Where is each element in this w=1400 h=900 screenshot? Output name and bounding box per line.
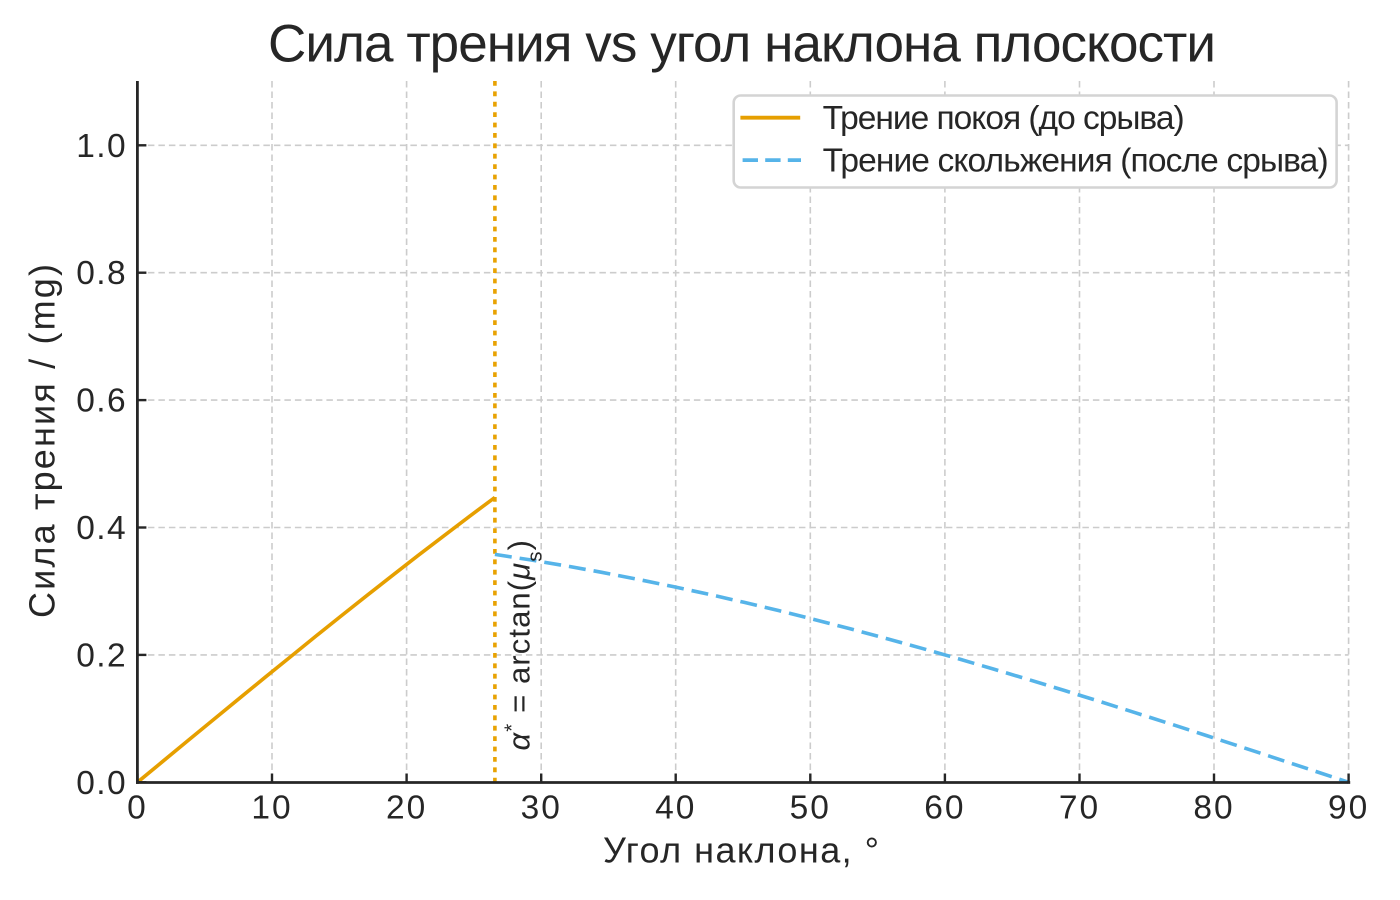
svg-text:Трение скольжения (после срыва: Трение скольжения (после срыва) bbox=[823, 143, 1329, 180]
svg-text:10: 10 bbox=[251, 790, 292, 827]
svg-text:70: 70 bbox=[1059, 790, 1100, 827]
svg-text:50: 50 bbox=[790, 790, 831, 827]
svg-text:0.2: 0.2 bbox=[76, 637, 127, 674]
svg-text:α* = arctan(μs): α* = arctan(μs) bbox=[500, 539, 546, 751]
svg-text:0.6: 0.6 bbox=[76, 383, 127, 420]
svg-text:40: 40 bbox=[655, 790, 696, 827]
svg-text:90: 90 bbox=[1328, 790, 1369, 827]
svg-text:80: 80 bbox=[1193, 790, 1234, 827]
svg-text:Угол наклона, °: Угол наклона, ° bbox=[603, 830, 879, 871]
svg-text:Сила трения / (mg): Сила трения / (mg) bbox=[22, 264, 63, 618]
svg-text:60: 60 bbox=[924, 790, 965, 827]
svg-text:1.0: 1.0 bbox=[76, 128, 127, 165]
svg-text:Сила трения vs угол наклона пл: Сила трения vs угол наклона плоскости bbox=[268, 15, 1216, 74]
svg-text:0.4: 0.4 bbox=[76, 510, 127, 547]
svg-text:30: 30 bbox=[521, 790, 562, 827]
svg-text:Трение покоя (до срыва): Трение покоя (до срыва) bbox=[823, 100, 1185, 137]
svg-text:0: 0 bbox=[127, 790, 148, 827]
svg-text:0.8: 0.8 bbox=[76, 255, 127, 292]
svg-text:0.0: 0.0 bbox=[76, 765, 127, 802]
svg-text:20: 20 bbox=[386, 790, 427, 827]
